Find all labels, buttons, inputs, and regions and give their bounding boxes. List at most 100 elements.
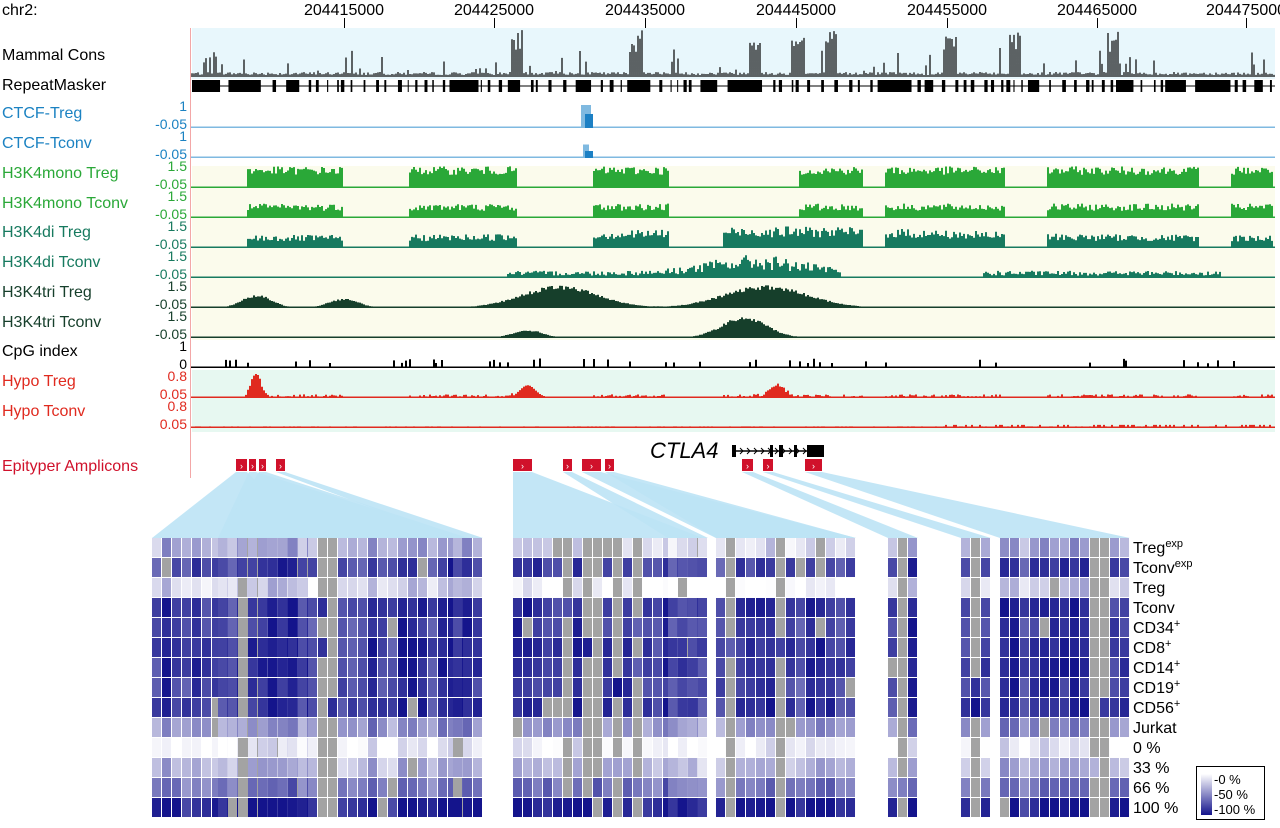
heatmap-cell	[378, 638, 387, 657]
heatmap-cell	[388, 538, 397, 557]
heatmap-row-label: CD34+	[1133, 618, 1180, 637]
heatmap-cell	[678, 678, 687, 697]
heatmap-cell	[388, 758, 397, 777]
heatmap-cell	[623, 698, 632, 717]
heatmap-cell	[623, 658, 632, 677]
coordinate-tick-label: 204415000	[304, 2, 384, 19]
heatmap-cell	[278, 598, 287, 617]
heatmap-cell	[678, 658, 687, 677]
heatmap-cell	[218, 578, 227, 597]
heatmap-cell	[1030, 598, 1039, 617]
heatmap-cell	[726, 598, 735, 617]
heatmap-cell	[182, 698, 191, 717]
heatmap-cell	[846, 658, 855, 677]
heatmap-cell	[908, 658, 917, 677]
heatmap-cell	[1020, 758, 1029, 777]
heatmap-cell	[348, 658, 357, 677]
heatmap-cell	[553, 598, 562, 617]
heatmap-cell	[378, 658, 387, 677]
heatmap-cell	[961, 558, 970, 577]
heatmap-cell	[583, 638, 592, 657]
amplicon	[259, 459, 266, 471]
heatmap-cell	[212, 738, 221, 757]
heatmap-cell	[623, 558, 632, 577]
repeat-element	[1110, 80, 1114, 92]
heatmap-cell	[786, 778, 795, 797]
heatmap-cell	[398, 598, 407, 617]
heatmap-cell	[1100, 578, 1109, 597]
heatmap-cell	[258, 598, 267, 617]
heatmap-cell	[1090, 558, 1099, 577]
heatmap-cell	[678, 778, 687, 797]
heatmap-cell	[1090, 538, 1099, 557]
coordinate-tick-label: 204425000	[454, 2, 534, 19]
heatmap-cell	[453, 778, 462, 797]
heatmap-cell	[1120, 658, 1129, 677]
heatmap-cell	[533, 598, 542, 617]
heatmap-cell	[736, 698, 745, 717]
heatmap-cell	[288, 658, 297, 677]
heatmap-cell	[438, 558, 447, 577]
heatmap-cell	[543, 718, 552, 737]
heatmap-cell	[563, 618, 572, 637]
heatmap-cell	[1030, 618, 1039, 637]
heatmap-cell	[453, 558, 462, 577]
heatmap-cell	[1080, 538, 1089, 557]
repeat-element	[677, 80, 679, 92]
heatmap-cell	[726, 738, 735, 757]
heatmap-cell	[438, 798, 447, 817]
heatmap-cell	[458, 758, 467, 777]
heatmap-cell	[398, 718, 407, 737]
heatmap-cell	[1110, 778, 1119, 797]
scale-min: 0.05	[160, 416, 187, 432]
heatmap-cell	[348, 678, 357, 697]
heatmap-cell	[816, 558, 825, 577]
repeat-element	[609, 80, 614, 92]
heatmap-cell	[1050, 598, 1059, 617]
heatmap-cell	[428, 598, 437, 617]
heatmap-cell	[653, 738, 662, 757]
heatmap-cell	[573, 638, 582, 657]
heatmap-cell	[1000, 678, 1009, 697]
heatmap-cell	[673, 718, 682, 737]
heatmap-cell	[318, 678, 327, 697]
heatmap-cell	[593, 678, 602, 697]
heatmap-cell	[268, 678, 277, 697]
heatmap-cell	[202, 798, 211, 817]
heatmap-cell	[328, 698, 337, 717]
heatmap-cell	[736, 778, 745, 797]
heatmap-cell	[1080, 618, 1089, 637]
heatmap-cell	[888, 538, 897, 557]
heatmap-cell	[202, 658, 211, 677]
heatmap-cell	[308, 698, 317, 717]
heatmap-cell	[533, 658, 542, 677]
heatmap-cell	[448, 798, 457, 817]
heatmap-cell	[172, 778, 181, 797]
heatmap-cell	[338, 718, 347, 737]
heatmap-cell	[806, 618, 815, 637]
heatmap-cell	[378, 778, 387, 797]
heatmap-cell	[1110, 678, 1119, 697]
heatmap-cell	[583, 658, 592, 677]
heatmap-cell	[776, 558, 785, 577]
heatmap-cell	[698, 698, 707, 717]
scale-max: 1.5	[168, 278, 188, 294]
amplicon	[513, 459, 532, 471]
heatmap-cell	[218, 618, 227, 637]
heatmap-cell	[1110, 738, 1119, 757]
heatmap-cell	[218, 738, 227, 757]
heatmap-cell	[268, 638, 277, 657]
heatmap-cell	[786, 758, 795, 777]
repeat-element	[970, 80, 975, 92]
heatmap-cell	[398, 578, 407, 597]
heatmap-cell	[238, 658, 247, 677]
heatmap-cell	[563, 538, 572, 557]
heatmap-cell	[523, 618, 532, 637]
heatmap-cell	[1040, 658, 1049, 677]
strand-arrow	[788, 447, 793, 455]
repeat-element	[487, 80, 491, 92]
heatmap-cell	[238, 558, 247, 577]
heatmap-cell	[368, 598, 377, 617]
heatmap-cell	[698, 578, 707, 597]
heatmap-row-label: CD8+	[1133, 638, 1171, 657]
